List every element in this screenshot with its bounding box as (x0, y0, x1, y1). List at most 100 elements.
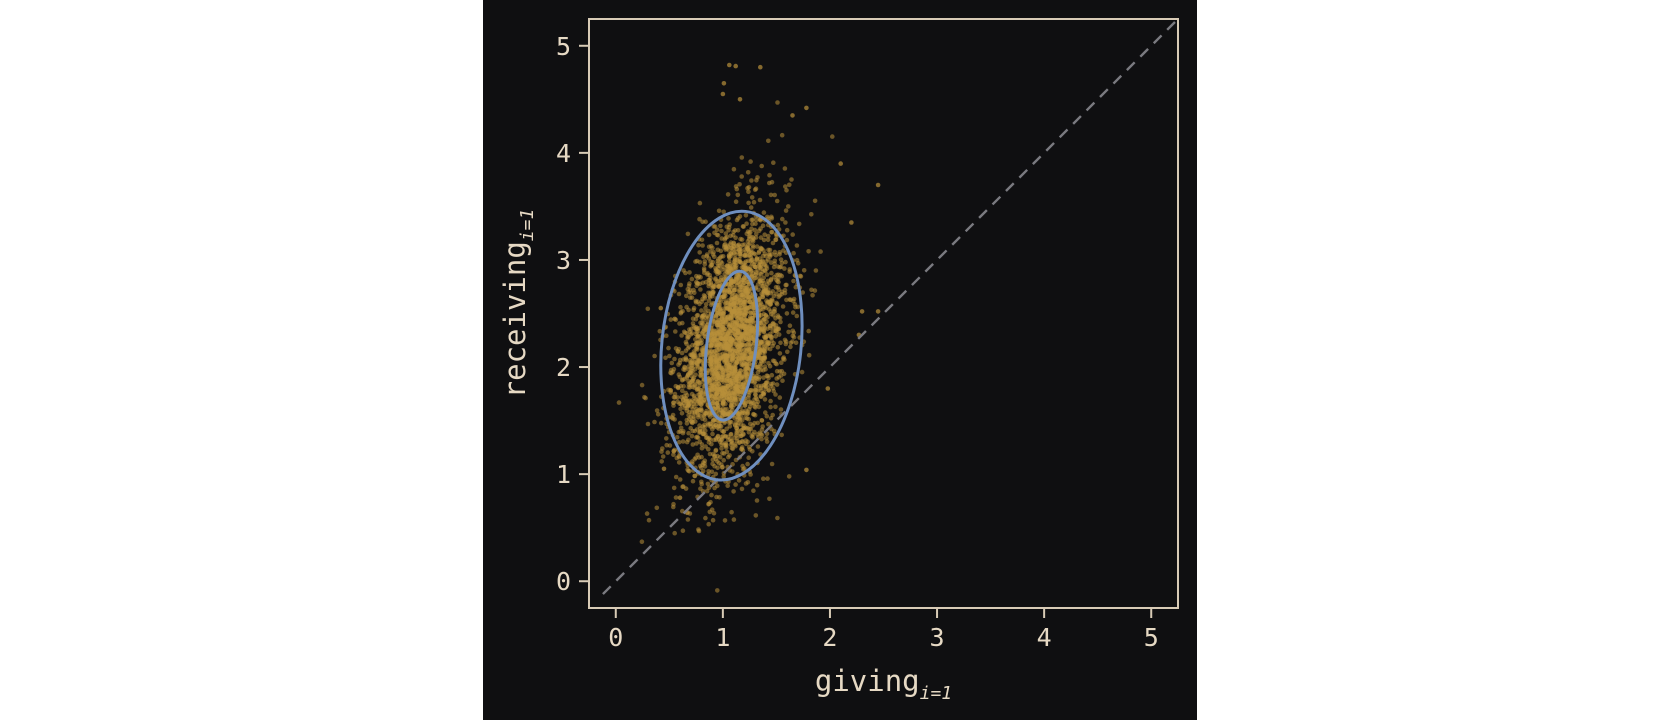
data-point (694, 281, 700, 286)
data-point (716, 278, 721, 284)
data-point (737, 256, 742, 262)
data-point (775, 222, 781, 228)
data-point (720, 253, 726, 259)
data-point (768, 404, 773, 410)
data-point (655, 412, 661, 417)
data-point (751, 199, 757, 205)
data-point (713, 471, 719, 477)
data-point (731, 262, 736, 268)
data-point (696, 527, 701, 532)
data-point (739, 155, 745, 160)
data-point (668, 317, 674, 322)
data-point (760, 390, 766, 396)
data-point (723, 334, 729, 339)
data-point (667, 353, 672, 359)
data-point (671, 504, 676, 510)
data-point (765, 326, 770, 332)
data-point (720, 91, 726, 97)
data-point (708, 344, 714, 350)
data-point (764, 436, 769, 441)
data-point (757, 342, 763, 347)
data-point (698, 401, 704, 407)
data-point (733, 482, 738, 487)
data-point (686, 437, 691, 443)
data-point (727, 453, 732, 458)
data-point (696, 340, 701, 345)
data-point (772, 192, 777, 198)
data-point (748, 205, 754, 210)
data-point (720, 369, 726, 374)
data-point (715, 403, 721, 408)
data-point (735, 295, 740, 300)
data-point (672, 316, 677, 322)
data-point (706, 298, 712, 304)
data-point (672, 447, 677, 453)
data-point (675, 348, 680, 354)
data-point (709, 262, 714, 268)
data-point (794, 313, 800, 319)
data-point (762, 232, 767, 237)
data-point (711, 250, 716, 255)
data-point (749, 335, 754, 340)
data-point (787, 182, 792, 188)
data-point (715, 343, 721, 348)
data-point (721, 429, 726, 434)
data-point (768, 276, 774, 282)
data-point (731, 229, 736, 235)
data-point (720, 450, 725, 456)
data-point (770, 289, 775, 294)
data-point (791, 330, 797, 336)
data-point (709, 469, 715, 475)
x-axis-label-subscript: i=1 (920, 683, 953, 704)
data-point (746, 189, 751, 194)
data-point (744, 331, 749, 336)
data-point (693, 326, 699, 332)
data-point (721, 375, 727, 381)
data-point (691, 349, 697, 354)
data-point (753, 513, 759, 518)
data-point (790, 232, 795, 237)
data-point (699, 445, 705, 451)
data-point (764, 384, 769, 389)
data-point (746, 356, 751, 361)
data-point (748, 159, 753, 164)
data-point (777, 395, 783, 400)
data-point (699, 320, 705, 326)
data-point (671, 485, 677, 491)
data-point (733, 184, 739, 189)
data-point (702, 294, 708, 299)
data-point (733, 367, 738, 373)
data-point (729, 403, 734, 409)
data-point (681, 394, 687, 399)
data-point (645, 421, 651, 427)
data-point (804, 105, 809, 111)
data-point (732, 257, 738, 263)
data-point (709, 336, 714, 342)
data-point (771, 293, 777, 299)
data-point (706, 447, 711, 452)
data-point (715, 322, 720, 328)
data-point (773, 252, 779, 258)
data-point (698, 463, 703, 469)
data-point (679, 350, 685, 356)
data-point (726, 253, 732, 259)
data-point (694, 361, 700, 366)
data-point (769, 372, 775, 378)
data-point (755, 444, 761, 449)
data-point (758, 64, 763, 70)
data-point (728, 442, 734, 448)
data-point (707, 509, 713, 515)
data-point (681, 268, 686, 273)
data-point (675, 384, 681, 390)
data-point (725, 380, 730, 386)
y-tick-label: 3 (556, 246, 571, 275)
data-point (784, 227, 790, 233)
data-point (725, 263, 730, 269)
data-point (671, 452, 676, 458)
data-point (692, 395, 697, 401)
data-point (804, 467, 809, 473)
data-point (783, 184, 788, 189)
data-point (778, 340, 783, 346)
data-point (763, 284, 769, 290)
scatter-points (616, 62, 881, 593)
